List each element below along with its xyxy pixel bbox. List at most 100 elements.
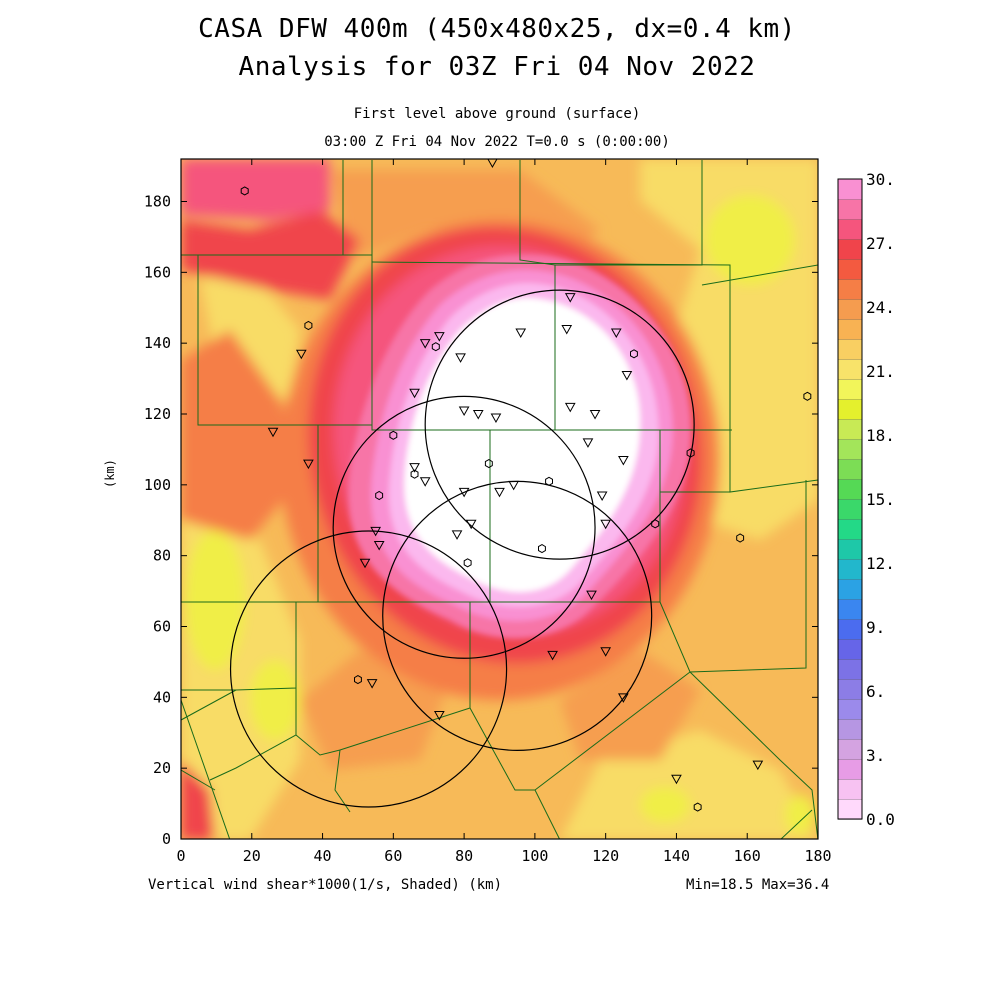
station-marker-triangle: [451, 530, 463, 540]
county-boundaries: [181, 160, 818, 839]
colorbar-swatch: [837, 538, 863, 560]
station-marker-triangle: [433, 332, 445, 342]
colorbar-swatch: [837, 578, 863, 600]
colorbar-label: 9.: [866, 618, 885, 637]
colorbar-label: 6.: [866, 682, 885, 701]
colorbar-swatch: [837, 458, 863, 480]
y-tick-label: 180: [144, 193, 171, 211]
y-axis-label: (km): [103, 459, 117, 488]
colorbar-labels: 30. 27. 24. 21. 18. 15. 12. 9. 6. 3. 0.0: [866, 170, 895, 829]
station-marker-circle: [545, 476, 553, 486]
station-marker-circle: [538, 544, 546, 554]
county-line: [780, 809, 813, 839]
station-marker-triangle: [671, 774, 682, 785]
field-red-southwest-strip: [181, 760, 215, 839]
colorbar-swatch: [837, 258, 863, 280]
station-marker-circle: [686, 448, 695, 458]
radar-range-rings: [229, 289, 695, 808]
colorbar-label: 15.: [866, 490, 895, 509]
station-marker-triangle: [366, 679, 378, 689]
colorbar-swatch: [837, 798, 863, 820]
colorbar-swatch: [837, 718, 863, 740]
station-marker-triangle: [515, 328, 527, 339]
x-tick-label: 160: [734, 847, 761, 865]
colorbar-swatches: [837, 178, 863, 820]
x-tick-label: 100: [521, 847, 548, 865]
colorbar-swatch: [837, 198, 863, 220]
station-marker-triangle: [455, 353, 466, 363]
x-axis-unit: (km): [468, 877, 503, 893]
station-marker-circle: [463, 558, 472, 568]
map-title-line2: Analysis for 03Z Fri 04 Nov 2022: [238, 52, 756, 82]
county-line: [371, 425, 732, 431]
y-tick-label: 120: [144, 405, 171, 423]
level-subtitle: First level above ground (surface): [353, 106, 641, 122]
station-marker-triangle: [409, 388, 420, 399]
plot-frame: [180, 158, 819, 840]
colorbar-label: 27.: [866, 234, 895, 253]
colorbar-swatch: [837, 178, 863, 200]
x-tick-label: 140: [663, 847, 690, 865]
y-tick-label: 0: [162, 830, 171, 848]
field-yellow-southeast: [785, 795, 815, 835]
station-marker-triangle: [458, 406, 470, 416]
station-marker-triangle: [472, 410, 484, 420]
field-name: Vertical wind shear*1000(1/s, Shaded): [148, 877, 460, 893]
x-tick-label: 180: [804, 847, 831, 865]
colorbar-swatch: [837, 498, 863, 520]
colorbar-label: 18.: [866, 426, 895, 445]
station-marker-triangle: [458, 487, 470, 498]
station-marker-triangle: [618, 693, 629, 703]
x-tick-label: 80: [455, 847, 473, 865]
station-marker-triangle: [373, 541, 385, 551]
station-marker-circle: [375, 490, 384, 501]
field-description: Vertical wind shear*1000(1/s, Shaded) (k…: [148, 877, 502, 893]
county-line: [701, 264, 818, 286]
station-marker-circle: [304, 320, 313, 331]
station-marker-triangle: [564, 293, 576, 303]
colorbar-swatch: [837, 398, 863, 420]
station-marker-circle: [354, 675, 362, 685]
colorbar-label: 3.: [866, 746, 885, 765]
colorbar-swatch: [837, 478, 863, 500]
station-marker-circle: [410, 469, 419, 479]
colorbar-swatch: [837, 378, 863, 400]
station-marker-triangle: [610, 328, 622, 339]
station-marker-triangle: [600, 519, 612, 530]
y-tick-label: 20: [153, 759, 171, 777]
county-line: [181, 699, 231, 839]
x-tick-label: 40: [314, 847, 332, 865]
colorbar-label: 30.: [866, 170, 895, 189]
colorbar-swatch: [837, 278, 863, 300]
station-marker-triangle: [490, 413, 502, 424]
station-marker-triangle: [582, 438, 594, 448]
station-marker-circle: [803, 391, 812, 401]
station-marker-triangle: [508, 480, 520, 491]
colorbar-swatch: [837, 418, 863, 440]
station-marker-triangle: [419, 477, 431, 487]
field-dark-orange-west-band: [181, 330, 300, 540]
x-tick-label: 120: [592, 847, 619, 865]
map-title-line1: CASA DFW 400m (450x480x25, dx=0.4 km): [198, 14, 796, 44]
county-line: [181, 769, 216, 791]
station-marker-triangle: [419, 339, 431, 349]
field-yellow-south: [640, 787, 690, 823]
colorbar-label: 24.: [866, 298, 895, 317]
colorbar: 30. 27. 24. 21. 18. 15. 12. 9. 6. 3. 0.0: [837, 170, 895, 829]
field-yellow-west: [185, 530, 245, 670]
y-tick-label: 160: [144, 263, 171, 281]
station-marker-triangle: [596, 491, 608, 501]
colorbar-swatch: [837, 618, 863, 640]
colorbar-swatch: [837, 338, 863, 360]
station-marker-circle: [240, 186, 249, 196]
county-line: [689, 671, 818, 839]
colorbar-frame: [837, 178, 863, 820]
axis-ticks: 0 20 40 60 80 100 120 140 160 180 0 20 40 60 80 100 120 1…: [144, 159, 832, 865]
colorbar-swatch: [837, 598, 863, 620]
shear-field-shading: [181, 159, 818, 839]
station-marker-circle: [630, 349, 638, 359]
colorbar-swatch: [837, 358, 863, 380]
station-marker-triangle: [494, 487, 505, 498]
station-marker-triangle: [547, 650, 558, 661]
